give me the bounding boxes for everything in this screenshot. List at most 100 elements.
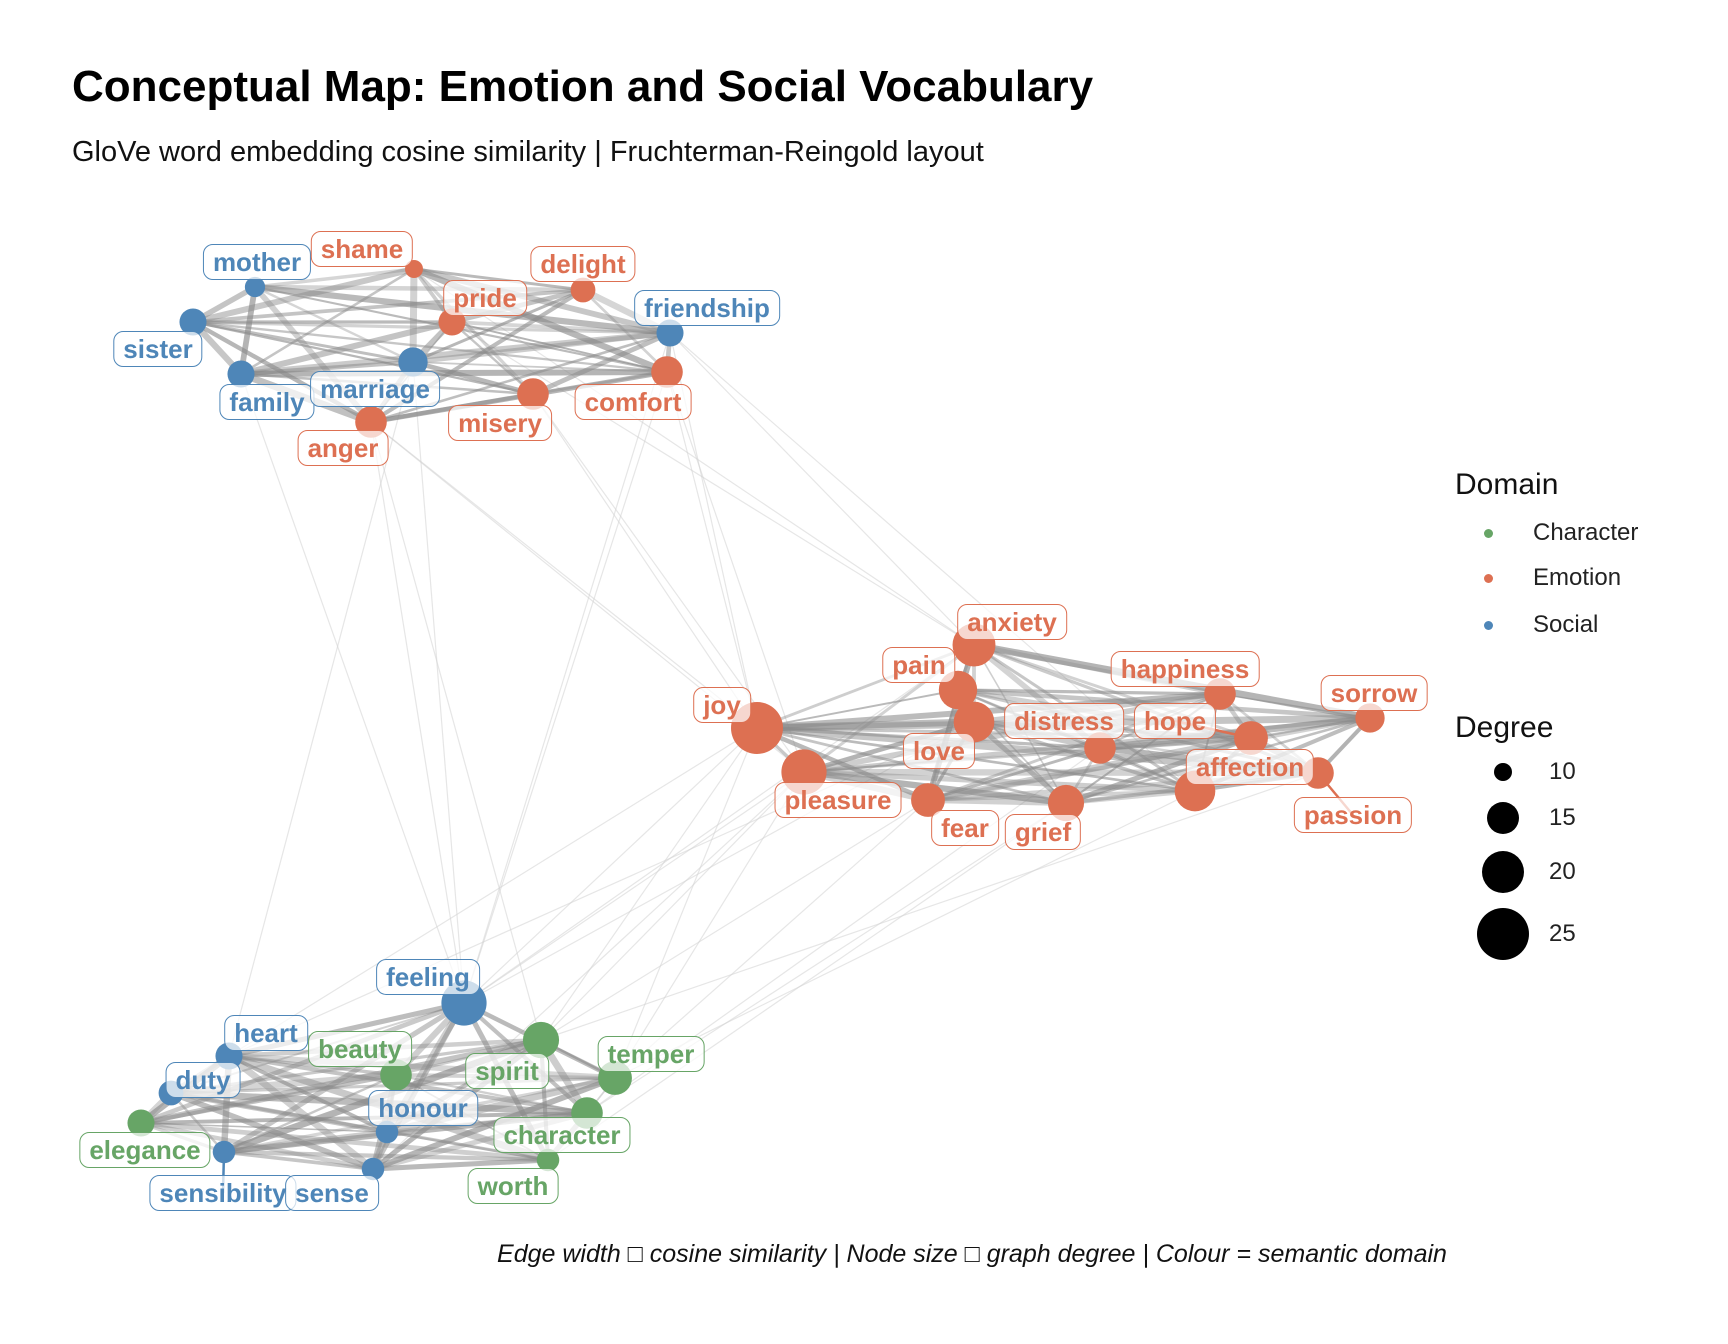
node-label-affection: affection bbox=[1185, 749, 1315, 785]
edge bbox=[803, 736, 1252, 774]
plot-caption: Edge width □ cosine similarity | Node si… bbox=[497, 1240, 1447, 1268]
node-fear bbox=[911, 783, 945, 817]
edge bbox=[803, 769, 1196, 794]
node-label-love: love bbox=[902, 733, 976, 769]
node-label-pleasure: pleasure bbox=[774, 782, 902, 818]
node-label-sorrow: sorrow bbox=[1320, 675, 1428, 711]
node-distress bbox=[1084, 732, 1116, 764]
edge bbox=[140, 1122, 388, 1133]
edge bbox=[192, 320, 668, 374]
degree-dot-icon bbox=[1482, 851, 1524, 893]
legend-item-label: Social bbox=[1533, 611, 1599, 638]
node-mother bbox=[244, 276, 266, 298]
node-sister bbox=[179, 308, 207, 336]
node-worth bbox=[536, 1148, 560, 1172]
node-label-sister: sister bbox=[113, 331, 203, 367]
edge bbox=[532, 393, 758, 729]
edge bbox=[1065, 788, 1196, 806]
legend-item-label: 25 bbox=[1549, 920, 1576, 947]
legend-item-emotion: Emotion bbox=[1484, 564, 1621, 592]
node-label-comfort: comfort bbox=[574, 384, 692, 420]
edge bbox=[451, 321, 975, 646]
edge bbox=[254, 284, 584, 293]
node-label-pain: pain bbox=[882, 647, 956, 683]
edge bbox=[413, 268, 975, 646]
edge bbox=[413, 267, 584, 292]
node-label-mother: mother bbox=[202, 244, 312, 280]
legend-item-character: Character bbox=[1484, 519, 1638, 547]
edge bbox=[386, 1130, 549, 1162]
edge bbox=[370, 421, 758, 729]
node-label-sensibility: sensibility bbox=[149, 1175, 297, 1211]
node-label-temper: temper bbox=[597, 1036, 705, 1072]
node-family bbox=[227, 360, 255, 388]
node-label-sense: sense bbox=[285, 1175, 379, 1211]
edge bbox=[666, 371, 805, 773]
node-comfort bbox=[651, 356, 683, 388]
edge bbox=[412, 359, 534, 397]
edge bbox=[412, 361, 668, 373]
node-label-anger: anger bbox=[297, 430, 389, 466]
node-elegance bbox=[127, 1109, 155, 1137]
edge bbox=[669, 332, 975, 646]
legend-domain-title: Domain bbox=[1455, 468, 1559, 501]
edge bbox=[614, 799, 929, 1079]
degree-dot-icon bbox=[1494, 763, 1512, 781]
edge bbox=[370, 421, 465, 1004]
edge bbox=[451, 321, 534, 395]
node-honour bbox=[375, 1120, 399, 1144]
node-label-honour: honour bbox=[368, 1090, 478, 1126]
edge bbox=[547, 802, 1067, 1161]
edge bbox=[451, 321, 668, 373]
inter-cluster-edges bbox=[228, 268, 1319, 1170]
node-grief bbox=[1047, 784, 1085, 822]
edge bbox=[540, 727, 758, 1041]
edge bbox=[614, 727, 758, 1079]
edge bbox=[1219, 693, 1371, 719]
edge bbox=[463, 727, 758, 1004]
edge bbox=[1250, 716, 1371, 740]
node-anger bbox=[355, 406, 387, 438]
edge bbox=[192, 266, 415, 325]
edge bbox=[540, 799, 929, 1041]
edge bbox=[666, 371, 758, 729]
node-label-spirit: spirit bbox=[465, 1053, 549, 1089]
edge bbox=[756, 689, 959, 729]
edge bbox=[540, 771, 805, 1041]
node-label-friendship: friendship bbox=[634, 290, 780, 326]
node-sensibility bbox=[212, 1140, 236, 1164]
edge bbox=[192, 320, 671, 335]
edge bbox=[927, 734, 1252, 804]
node-label-hope: hope bbox=[1133, 703, 1217, 739]
legend-degree-title: Degree bbox=[1455, 711, 1554, 744]
legend-item-label: Character bbox=[1533, 519, 1639, 546]
degree-dot-icon bbox=[1487, 802, 1519, 834]
edge bbox=[927, 716, 1371, 802]
legend-item-label: 10 bbox=[1549, 758, 1576, 785]
node-misery bbox=[517, 378, 549, 410]
edge bbox=[451, 320, 671, 335]
edge bbox=[927, 797, 1067, 806]
edge bbox=[228, 727, 758, 1057]
page-subtitle: GloVe word embedding cosine similarity |… bbox=[72, 136, 984, 168]
node-delight bbox=[570, 277, 596, 303]
edge bbox=[372, 1157, 549, 1172]
node-label-elegance: elegance bbox=[79, 1132, 211, 1168]
legend-item-label: 15 bbox=[1549, 804, 1576, 831]
edge bbox=[254, 285, 414, 364]
edge bbox=[240, 319, 453, 377]
legend-item-label: 20 bbox=[1549, 858, 1576, 885]
edge bbox=[803, 719, 975, 775]
edge bbox=[395, 1073, 588, 1115]
node-label-joy: joy bbox=[693, 687, 751, 723]
node-hope bbox=[1234, 721, 1268, 755]
edge bbox=[463, 332, 671, 1004]
edge bbox=[386, 1111, 588, 1134]
node-spirit bbox=[522, 1021, 560, 1059]
node-shame bbox=[405, 260, 423, 278]
node-label-fear: fear bbox=[931, 810, 999, 846]
edge bbox=[540, 772, 1319, 1041]
degree-dot-icon bbox=[1477, 908, 1529, 960]
edge bbox=[463, 721, 975, 1004]
